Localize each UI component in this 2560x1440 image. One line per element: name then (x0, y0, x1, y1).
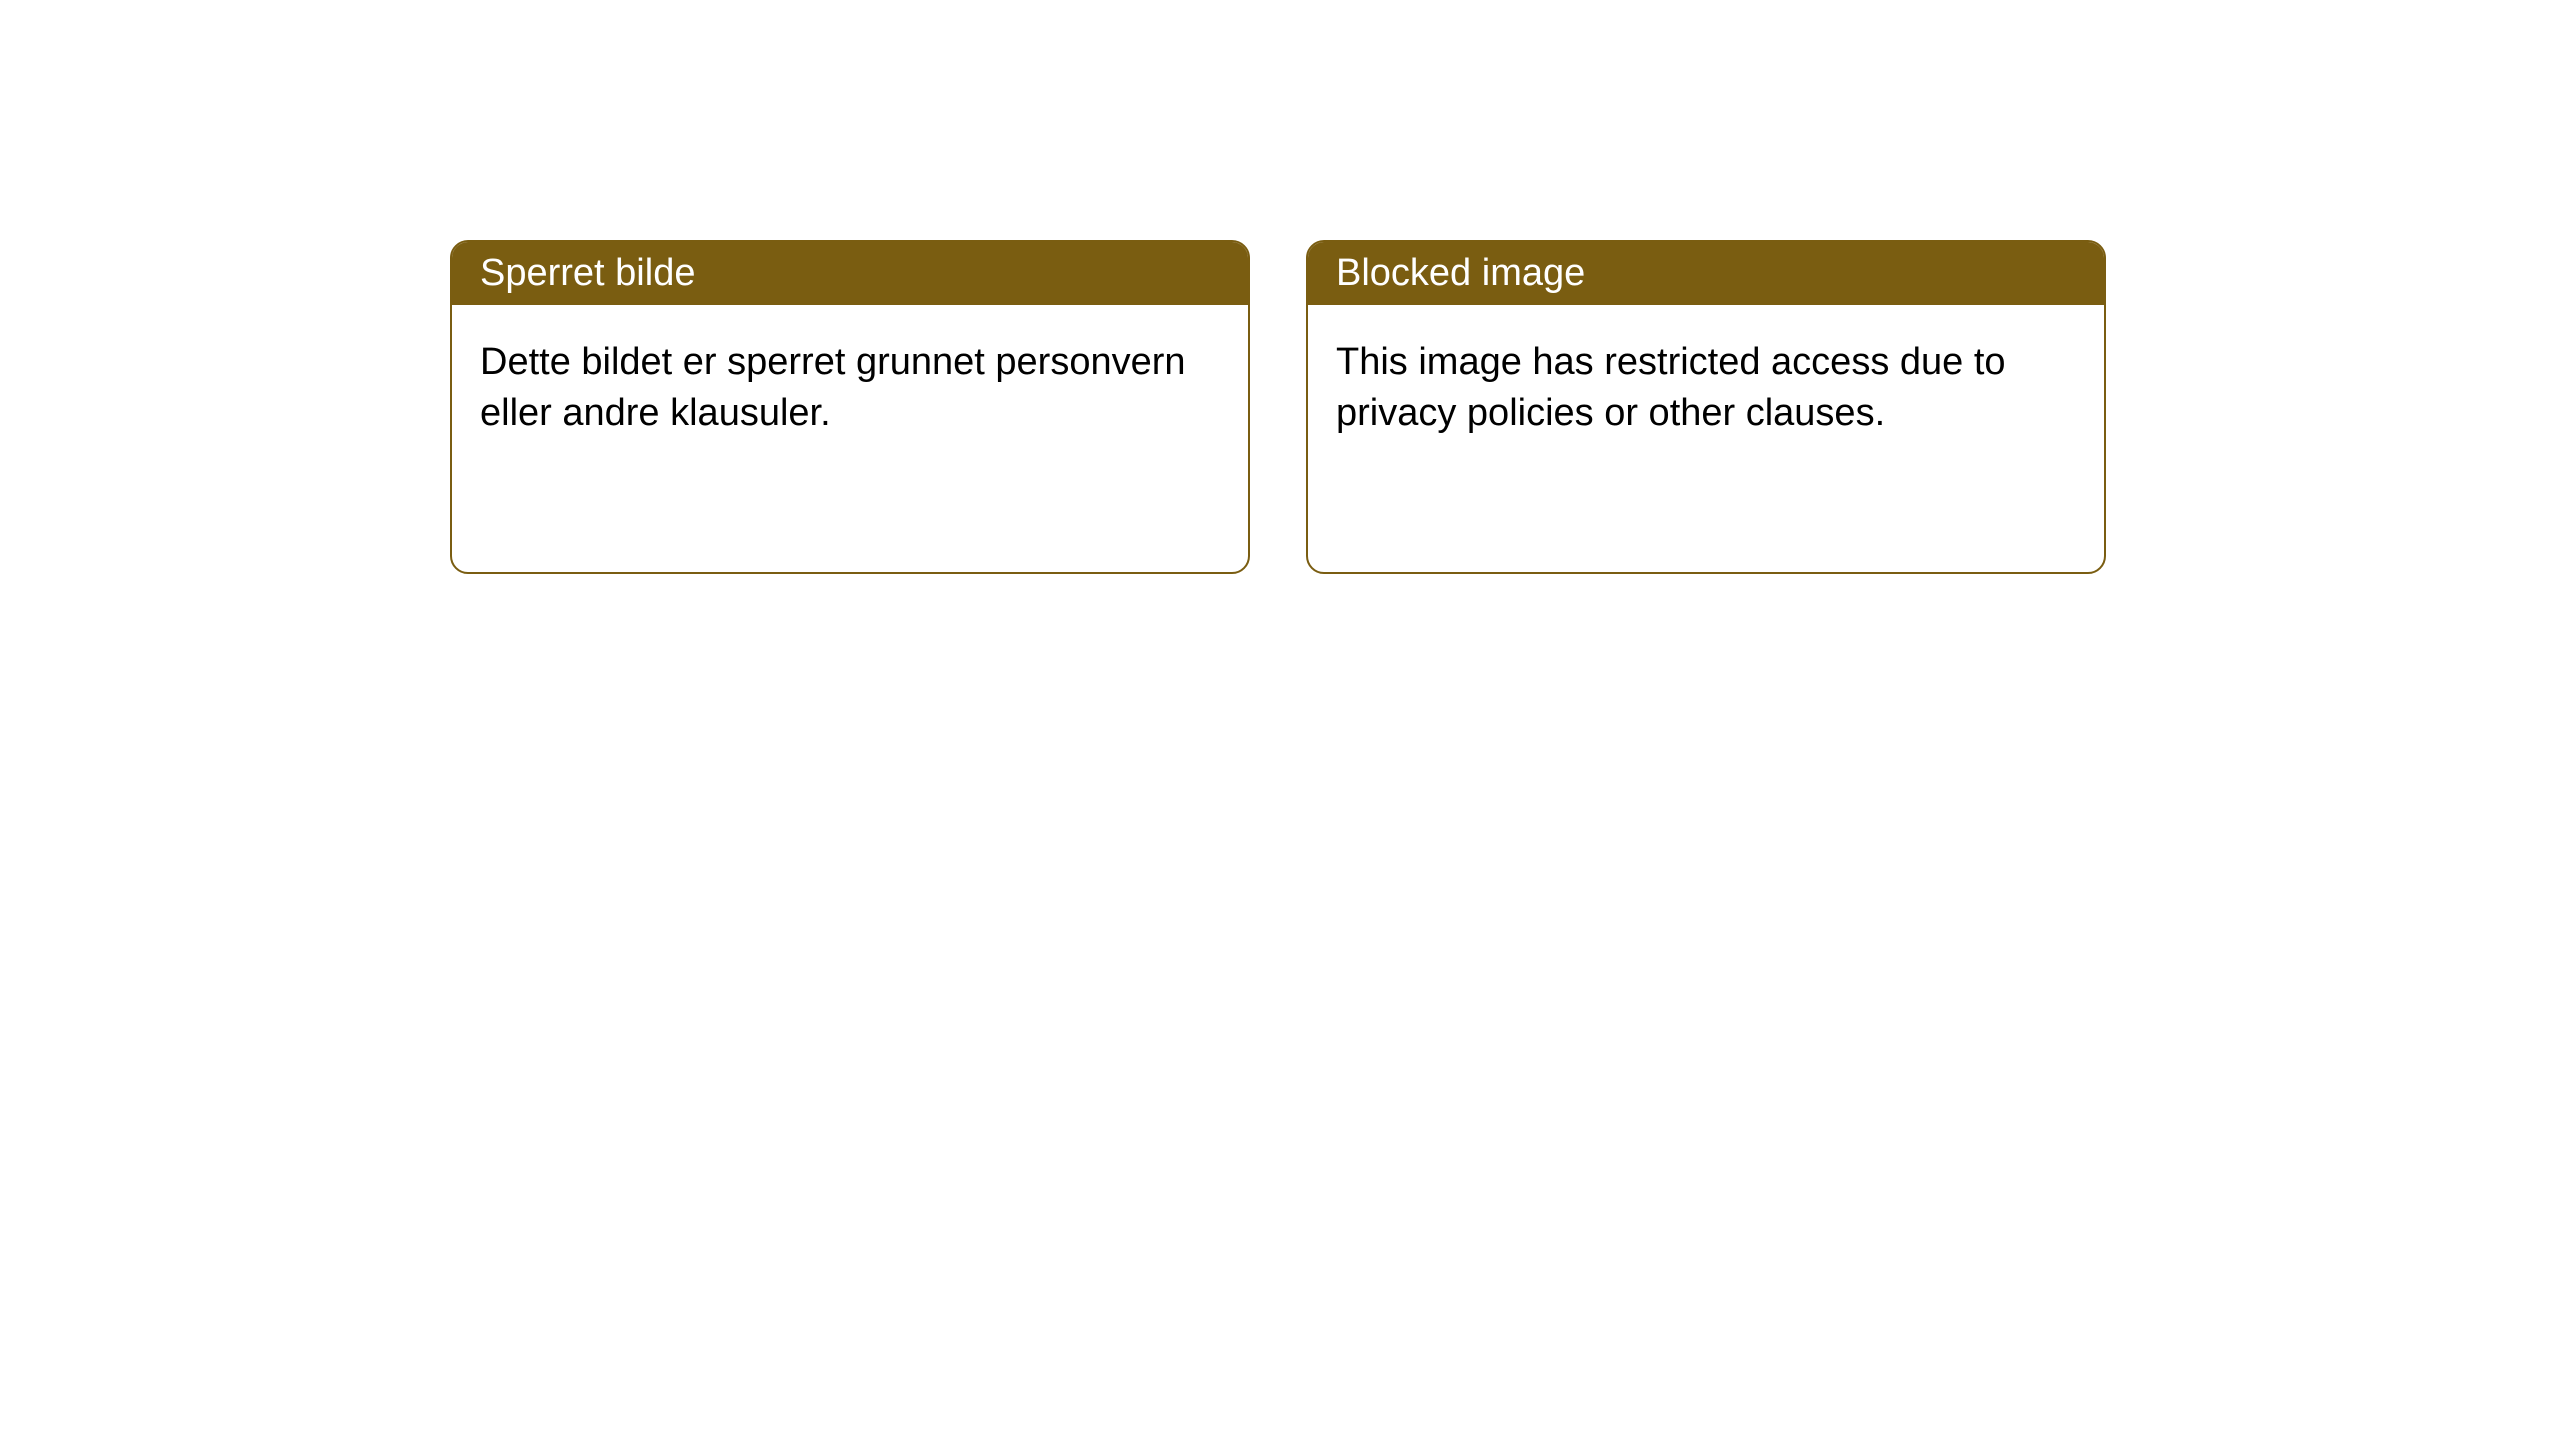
card-body: This image has restricted access due to … (1308, 305, 2104, 472)
card-title: Sperret bilde (480, 252, 695, 294)
card-body: Dette bildet er sperret grunnet personve… (452, 305, 1248, 472)
card-body-text: This image has restricted access due to … (1336, 341, 2006, 434)
card-header: Blocked image (1308, 242, 2104, 305)
card-body-text: Dette bildet er sperret grunnet personve… (480, 341, 1186, 434)
notice-card-norwegian: Sperret bilde Dette bildet er sperret gr… (450, 240, 1250, 574)
card-header: Sperret bilde (452, 242, 1248, 305)
card-title: Blocked image (1336, 252, 1585, 294)
notice-card-english: Blocked image This image has restricted … (1306, 240, 2106, 574)
notice-container: Sperret bilde Dette bildet er sperret gr… (0, 0, 2560, 574)
